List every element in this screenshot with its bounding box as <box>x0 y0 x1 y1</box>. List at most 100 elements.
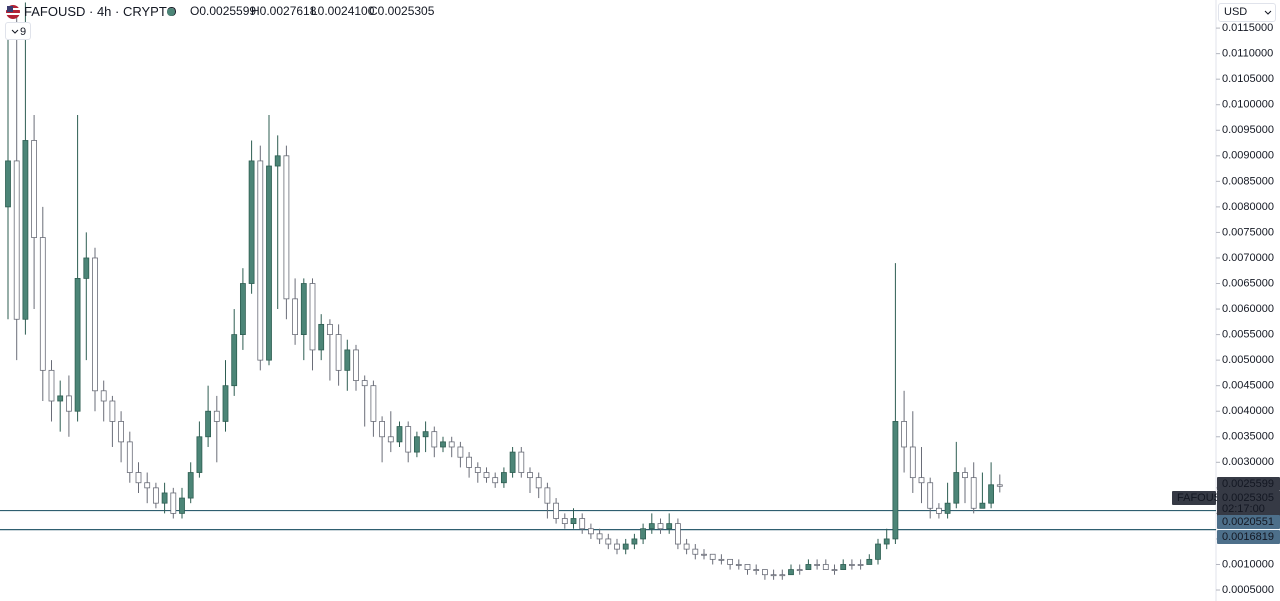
candle-body <box>39 237 46 371</box>
candle-body <box>48 369 55 402</box>
candle-body <box>257 160 264 361</box>
y-tick-label: 0.0050000 <box>1222 354 1274 366</box>
candle-body <box>300 283 307 335</box>
candle-body <box>709 553 716 560</box>
symbol-tag-bg <box>1172 491 1216 505</box>
candle-body <box>344 349 351 371</box>
candle-body <box>753 569 760 571</box>
open-price-label-bg <box>1217 477 1280 491</box>
candle-body <box>901 421 907 448</box>
candle-body <box>735 564 742 566</box>
candle-body <box>814 564 820 566</box>
candle-body <box>692 548 699 555</box>
candle-body <box>518 451 525 473</box>
candle-body <box>440 441 446 448</box>
candle-body <box>675 523 681 545</box>
dot <box>167 8 175 16</box>
candle-body <box>283 155 290 300</box>
candle-body <box>205 410 212 438</box>
candle-body <box>239 283 246 335</box>
y-tick-label: 0.0030000 <box>1222 456 1274 468</box>
candle-body <box>448 441 455 448</box>
candle-body <box>849 564 855 566</box>
chevron <box>11 29 19 34</box>
candle-body <box>657 523 664 530</box>
candle-body <box>292 298 299 335</box>
candle-body <box>500 472 507 484</box>
candle-body <box>5 160 11 208</box>
candle-body <box>918 477 925 484</box>
candle-body <box>605 538 612 545</box>
close-price-bg <box>1217 491 1280 516</box>
candle-body <box>936 507 942 514</box>
candle-body <box>970 477 977 509</box>
candle-body <box>213 410 220 422</box>
candle-body <box>892 421 899 540</box>
candle-body <box>805 564 812 570</box>
flag-canton <box>7 6 13 12</box>
candle-body <box>788 569 794 576</box>
y-tick-label: 0.0100000 <box>1222 99 1274 111</box>
candle-body <box>822 564 829 570</box>
candle-body <box>614 543 620 550</box>
candle-body <box>535 477 542 489</box>
candle-body <box>144 482 151 489</box>
currency-select[interactable]: USD <box>1218 3 1276 22</box>
status-dot <box>167 8 175 16</box>
candle-body <box>109 400 116 422</box>
candle-body <box>405 426 412 453</box>
candle-body <box>457 446 464 458</box>
candle-body <box>100 390 107 402</box>
indicator-toggle[interactable]: 9 <box>5 22 31 40</box>
candle-body <box>83 257 90 279</box>
candle-body <box>796 569 803 571</box>
candle-body <box>962 472 968 479</box>
symbol-title[interactable]: FAFOUSD · 4h · CRYPTO <box>24 4 177 19</box>
candle-body <box>596 533 603 540</box>
candle-body <box>335 334 342 371</box>
hline-label-bg <box>1217 530 1280 544</box>
y-tick-label: 0.0095000 <box>1222 124 1274 136</box>
ohlc-open: O0.0025599 <box>190 4 257 18</box>
y-tick-label: 0.0085000 <box>1222 175 1274 187</box>
candle-body <box>248 160 255 284</box>
candle-body <box>570 518 577 525</box>
ohlc-close: C0.0025305 <box>369 4 435 18</box>
candle-body <box>379 421 386 438</box>
candle-body <box>57 395 64 402</box>
candle-body <box>161 492 168 504</box>
candle-body <box>422 431 429 438</box>
candle-body <box>927 482 934 509</box>
candle-body <box>579 518 586 530</box>
close-price-label: 0.0025305 <box>1222 492 1274 504</box>
candle-body <box>396 426 403 443</box>
indicator-count: 9 <box>20 26 27 38</box>
candle-body <box>152 487 159 504</box>
candle-body <box>431 431 438 448</box>
candle-body <box>179 497 185 514</box>
hline-label-bg <box>1217 515 1280 529</box>
candle-body <box>744 564 751 570</box>
chevron <box>1264 10 1272 15</box>
candle-body <box>909 446 916 479</box>
ohlc-high: H0.0027618 <box>251 4 317 18</box>
candle-body <box>561 518 568 525</box>
hline-label: 0.0020551 <box>1222 516 1274 528</box>
candle-body <box>953 472 960 504</box>
candle-body <box>361 380 368 387</box>
candle-body <box>866 558 873 565</box>
candle-body <box>413 436 420 453</box>
y-tick-label: 0.0110000 <box>1222 48 1273 60</box>
y-tick-label: 0.0080000 <box>1222 201 1274 213</box>
y-tick-label: 0.0055000 <box>1222 329 1274 341</box>
candle-body <box>66 395 72 412</box>
candle-body <box>187 472 194 499</box>
candle-body <box>944 502 951 514</box>
candle-body <box>31 140 38 238</box>
candle-body <box>196 436 203 473</box>
hline-label: 0.0016819 <box>1222 531 1274 543</box>
candle-body <box>492 477 499 484</box>
candle-body <box>588 528 594 535</box>
flag-stripe <box>6 13 20 15</box>
